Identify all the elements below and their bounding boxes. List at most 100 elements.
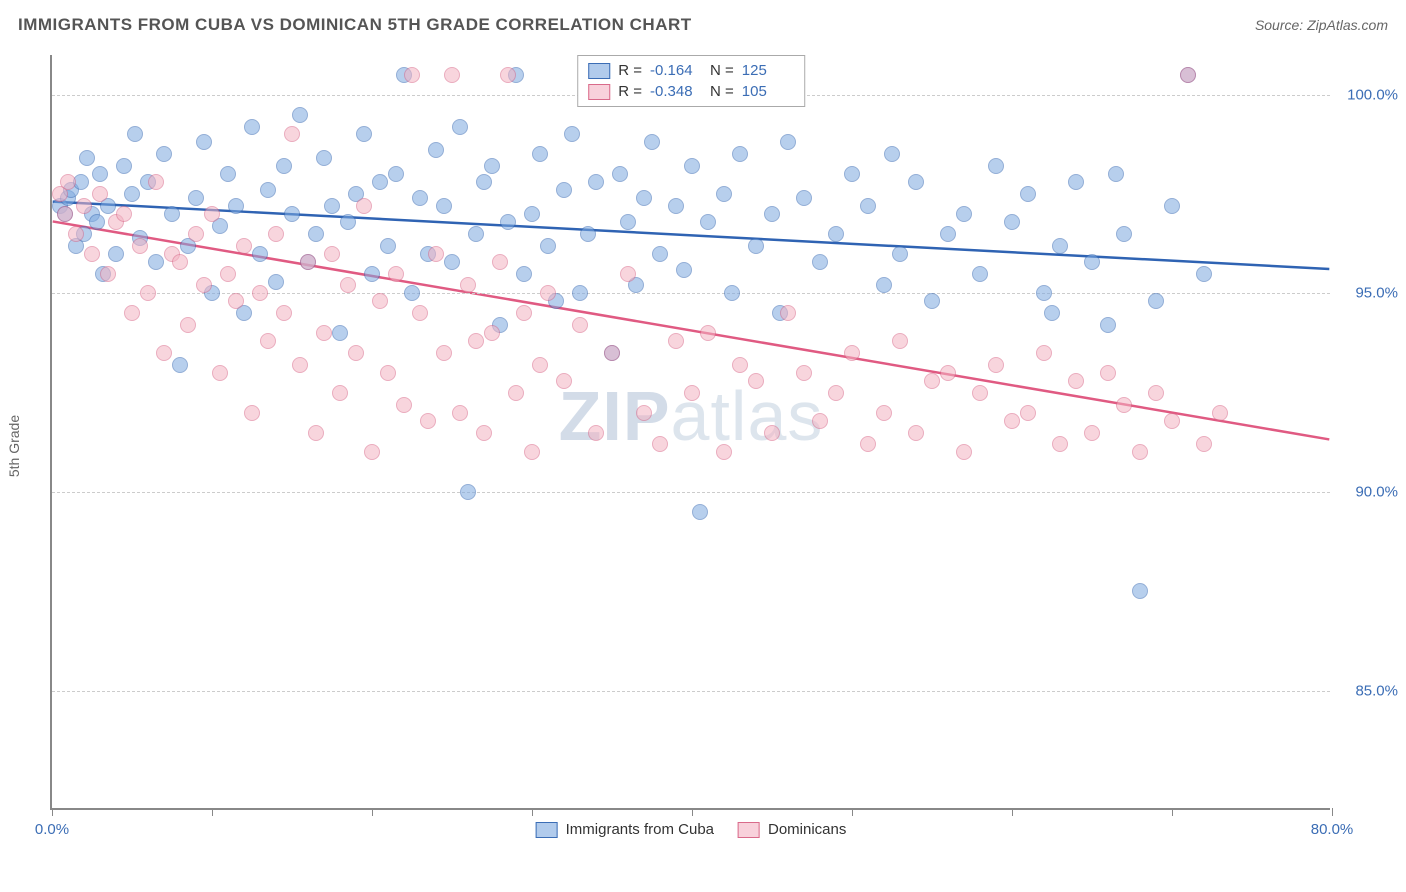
scatter-point bbox=[268, 226, 284, 242]
scatter-point bbox=[988, 357, 1004, 373]
scatter-point bbox=[404, 67, 420, 83]
scatter-point bbox=[1164, 198, 1180, 214]
scatter-point bbox=[292, 107, 308, 123]
scatter-point bbox=[876, 405, 892, 421]
scatter-point bbox=[372, 293, 388, 309]
scatter-point bbox=[700, 325, 716, 341]
scatter-point bbox=[828, 226, 844, 242]
scatter-point bbox=[228, 198, 244, 214]
scatter-point bbox=[1180, 67, 1196, 83]
scatter-point bbox=[244, 405, 260, 421]
scatter-point bbox=[532, 357, 548, 373]
scatter-point bbox=[516, 266, 532, 282]
scatter-point bbox=[588, 425, 604, 441]
scatter-point bbox=[172, 254, 188, 270]
n-value-series2: 105 bbox=[742, 83, 794, 100]
correlation-legend: R = -0.164 N = 125 R = -0.348 N = 105 bbox=[577, 55, 805, 107]
scatter-point bbox=[1196, 266, 1212, 282]
scatter-point bbox=[204, 206, 220, 222]
scatter-point bbox=[276, 305, 292, 321]
plot-area: ZIPatlas R = -0.164 N = 125 R = -0.348 N… bbox=[50, 55, 1330, 810]
scatter-point bbox=[732, 357, 748, 373]
scatter-point bbox=[924, 373, 940, 389]
x-tick-label: 80.0% bbox=[1311, 821, 1354, 838]
scatter-point bbox=[124, 305, 140, 321]
scatter-point bbox=[1212, 405, 1228, 421]
scatter-point bbox=[876, 277, 892, 293]
scatter-point bbox=[380, 365, 396, 381]
r-value-series1: -0.164 bbox=[650, 62, 702, 79]
scatter-point bbox=[1020, 186, 1036, 202]
scatter-point bbox=[524, 444, 540, 460]
scatter-point bbox=[324, 198, 340, 214]
scatter-point bbox=[84, 246, 100, 262]
scatter-point bbox=[388, 166, 404, 182]
r-value-series2: -0.348 bbox=[650, 83, 702, 100]
scatter-point bbox=[284, 126, 300, 142]
scatter-point bbox=[140, 285, 156, 301]
scatter-point bbox=[620, 214, 636, 230]
scatter-point bbox=[1196, 436, 1212, 452]
scatter-point bbox=[764, 425, 780, 441]
scatter-point bbox=[500, 67, 516, 83]
scatter-point bbox=[684, 158, 700, 174]
scatter-point bbox=[324, 246, 340, 262]
y-tick-label: 90.0% bbox=[1355, 484, 1398, 501]
scatter-point bbox=[604, 345, 620, 361]
scatter-point bbox=[292, 357, 308, 373]
scatter-point bbox=[196, 134, 212, 150]
scatter-point bbox=[612, 166, 628, 182]
scatter-point bbox=[396, 397, 412, 413]
scatter-point bbox=[156, 146, 172, 162]
scatter-point bbox=[476, 174, 492, 190]
scatter-point bbox=[508, 385, 524, 401]
scatter-point bbox=[748, 238, 764, 254]
scatter-point bbox=[444, 254, 460, 270]
scatter-point bbox=[276, 158, 292, 174]
scatter-point bbox=[79, 150, 95, 166]
y-tick-label: 100.0% bbox=[1347, 86, 1398, 103]
scatter-point bbox=[100, 266, 116, 282]
scatter-point bbox=[1036, 345, 1052, 361]
scatter-point bbox=[748, 373, 764, 389]
scatter-point bbox=[908, 174, 924, 190]
scatter-point bbox=[60, 174, 76, 190]
scatter-point bbox=[332, 325, 348, 341]
scatter-point bbox=[500, 214, 516, 230]
scatter-point bbox=[540, 285, 556, 301]
trendline-s1 bbox=[53, 202, 1330, 269]
scatter-point bbox=[428, 142, 444, 158]
scatter-point bbox=[652, 246, 668, 262]
scatter-point bbox=[564, 126, 580, 142]
scatter-point bbox=[588, 174, 604, 190]
scatter-point bbox=[724, 285, 740, 301]
scatter-point bbox=[1068, 174, 1084, 190]
scatter-point bbox=[372, 174, 388, 190]
scatter-point bbox=[108, 246, 124, 262]
scatter-point bbox=[1004, 413, 1020, 429]
scatter-point bbox=[668, 198, 684, 214]
scatter-point bbox=[860, 436, 876, 452]
x-tick bbox=[692, 808, 693, 816]
scatter-point bbox=[236, 238, 252, 254]
scatter-point bbox=[348, 345, 364, 361]
chart-header: IMMIGRANTS FROM CUBA VS DOMINICAN 5TH GR… bbox=[18, 10, 1388, 40]
scatter-point bbox=[92, 166, 108, 182]
scatter-point bbox=[127, 126, 143, 142]
x-tick bbox=[532, 808, 533, 816]
scatter-point bbox=[180, 317, 196, 333]
scatter-point bbox=[780, 305, 796, 321]
y-tick-label: 85.0% bbox=[1355, 682, 1398, 699]
scatter-point bbox=[1116, 397, 1132, 413]
scatter-point bbox=[972, 385, 988, 401]
scatter-point bbox=[796, 365, 812, 381]
scatter-point bbox=[364, 444, 380, 460]
scatter-point bbox=[1132, 583, 1148, 599]
scatter-point bbox=[388, 266, 404, 282]
trendline-s2 bbox=[53, 221, 1330, 439]
scatter-point bbox=[228, 293, 244, 309]
scatter-point bbox=[972, 266, 988, 282]
scatter-point bbox=[764, 206, 780, 222]
scatter-point bbox=[132, 238, 148, 254]
scatter-point bbox=[89, 214, 105, 230]
